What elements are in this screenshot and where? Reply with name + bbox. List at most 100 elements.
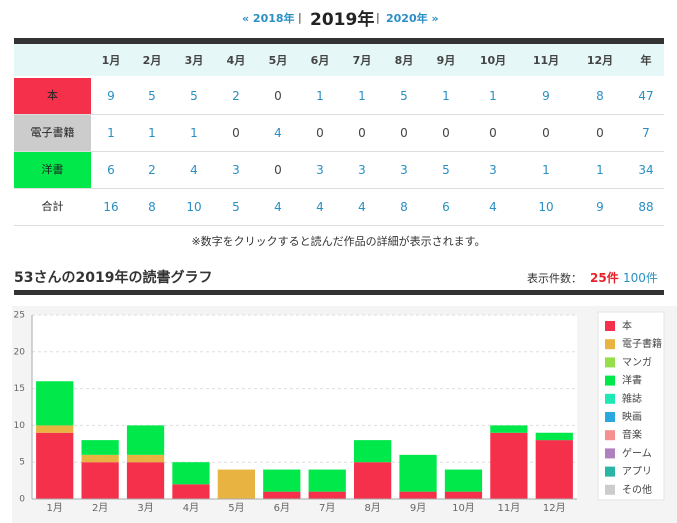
bar xyxy=(444,469,483,492)
column-header: 年 xyxy=(640,54,652,67)
table-cell[interactable]: 6 xyxy=(442,200,450,214)
x-tick-label: 3月 xyxy=(137,502,153,514)
count-current: 25件 xyxy=(590,271,619,285)
column-header: 6月 xyxy=(310,54,330,67)
bar xyxy=(444,491,483,499)
bar xyxy=(126,454,165,463)
table-cell[interactable]: 16 xyxy=(103,200,119,214)
legend-swatch xyxy=(605,448,615,459)
table-cell[interactable]: 10 xyxy=(538,200,554,214)
table-cell[interactable]: 1 xyxy=(442,89,450,103)
table-cell: 0 xyxy=(542,126,550,140)
table-cell[interactable]: 1 xyxy=(148,126,156,140)
bar xyxy=(354,440,392,463)
count-other-link[interactable]: 100件 xyxy=(623,271,658,285)
next-year-link[interactable]: 2020年 » xyxy=(386,12,439,25)
table-cell[interactable]: 4 xyxy=(190,163,198,177)
table-cell[interactable]: 8 xyxy=(148,200,156,214)
legend-swatch xyxy=(605,339,615,350)
row-border xyxy=(14,188,664,189)
row-label: 洋書 xyxy=(14,152,91,188)
table-cell[interactable]: 4 xyxy=(274,200,282,214)
bar xyxy=(81,462,119,499)
legend-label: 本 xyxy=(622,319,632,332)
table-cell[interactable]: 1 xyxy=(542,163,550,177)
legend-label: 電子書籍 xyxy=(622,337,662,350)
y-tick-label: 10 xyxy=(14,421,26,431)
legend-swatch xyxy=(605,484,615,495)
table-cell[interactable]: 10 xyxy=(186,200,202,214)
legend-label: 映画 xyxy=(622,411,642,423)
table-cell[interactable]: 1 xyxy=(190,126,198,140)
legend-swatch xyxy=(605,412,615,422)
table-cell[interactable]: 3 xyxy=(316,163,324,177)
row-label: 合計 xyxy=(14,189,91,225)
table-cell[interactable]: 5 xyxy=(442,163,450,177)
prev-year-link[interactable]: « 2018年 xyxy=(242,12,295,25)
table-cell[interactable]: 9 xyxy=(542,89,550,103)
table-cell[interactable]: 2 xyxy=(232,89,240,103)
y-tick-label: 15 xyxy=(14,384,25,394)
table-top-border xyxy=(14,38,664,44)
table-cell[interactable]: 1 xyxy=(107,126,115,140)
row-label: 電子書籍 xyxy=(14,115,91,151)
table-cell[interactable]: 8 xyxy=(596,89,604,103)
table-cell[interactable]: 2 xyxy=(148,163,156,177)
x-tick-label: 12月 xyxy=(543,502,566,514)
bar xyxy=(263,469,301,492)
table-cell[interactable]: 1 xyxy=(596,163,604,177)
count-label: 表示件数： xyxy=(527,272,582,285)
table-cell[interactable]: 6 xyxy=(107,163,115,177)
column-header: 4月 xyxy=(226,54,246,67)
bar xyxy=(308,491,346,499)
table-cell[interactable]: 88 xyxy=(638,200,654,214)
bar xyxy=(308,469,346,492)
table-cell[interactable]: 5 xyxy=(148,89,156,103)
table-cell[interactable]: 5 xyxy=(232,200,240,214)
bar xyxy=(126,425,165,455)
bar xyxy=(217,469,255,499)
x-tick-label: 2月 xyxy=(92,502,108,514)
table-cell[interactable]: 3 xyxy=(358,163,366,177)
table-cell[interactable]: 1 xyxy=(358,89,366,103)
table-cell[interactable]: 47 xyxy=(638,89,654,103)
table-cell[interactable]: 5 xyxy=(400,89,408,103)
bar xyxy=(36,432,74,499)
table-cell[interactable]: 4 xyxy=(489,200,497,214)
legend-label: マンガ xyxy=(622,356,652,368)
table-cell[interactable]: 5 xyxy=(190,89,198,103)
table-cell[interactable]: 34 xyxy=(638,163,654,177)
table-cell[interactable]: 9 xyxy=(596,200,604,214)
table-cell: 0 xyxy=(232,126,240,140)
table-cell: 0 xyxy=(274,163,282,177)
table-cell: 0 xyxy=(400,126,408,140)
legend-swatch xyxy=(605,393,615,404)
x-tick-label: 8月 xyxy=(364,502,380,514)
row-border xyxy=(14,114,664,115)
table-cell[interactable]: 4 xyxy=(274,126,282,140)
table-cell[interactable]: 3 xyxy=(400,163,408,177)
table-cell[interactable]: 1 xyxy=(489,89,497,103)
y-tick-label: 0 xyxy=(19,495,25,505)
legend-swatch xyxy=(605,466,615,477)
row-border xyxy=(14,151,664,152)
table-cell[interactable]: 4 xyxy=(358,200,366,214)
table-cell[interactable]: 1 xyxy=(316,89,324,103)
bar xyxy=(354,462,392,499)
legend-label: アプリ xyxy=(622,466,652,478)
table-cell[interactable]: 3 xyxy=(489,163,497,177)
bar xyxy=(535,432,573,441)
table-cell[interactable]: 9 xyxy=(107,89,115,103)
x-tick-label: 7月 xyxy=(319,502,335,514)
table-cell[interactable]: 4 xyxy=(316,200,324,214)
bar xyxy=(399,491,437,499)
column-header: 7月 xyxy=(352,54,372,67)
legend-label: 雑誌 xyxy=(622,392,642,405)
table-cell[interactable]: 3 xyxy=(232,163,240,177)
legend-swatch xyxy=(605,321,615,331)
table-cell[interactable]: 8 xyxy=(400,200,408,214)
bar xyxy=(81,454,119,463)
table-cell[interactable]: 7 xyxy=(642,126,650,140)
column-header: 5月 xyxy=(268,54,288,67)
